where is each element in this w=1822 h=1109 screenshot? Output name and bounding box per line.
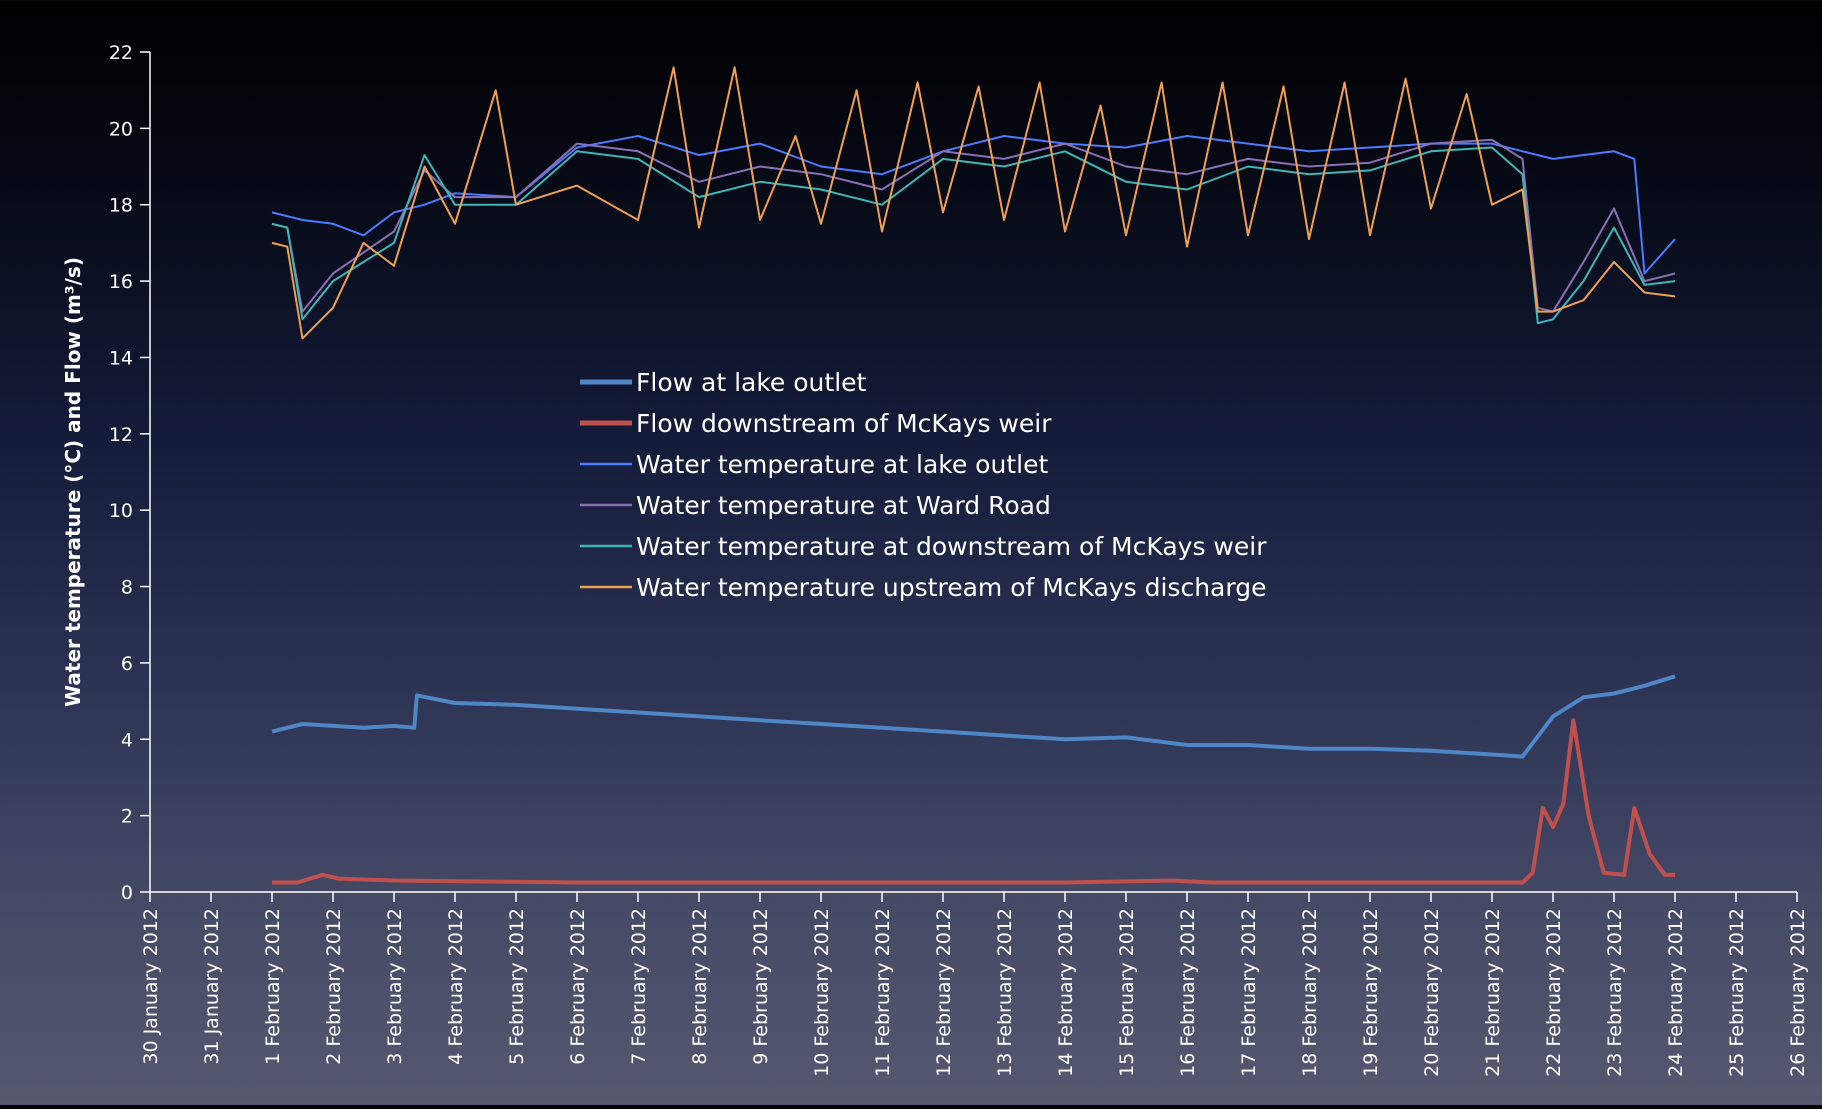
x-tick-label: 23 February 2012 xyxy=(1604,908,1626,1077)
x-tick-label: 30 January 2012 xyxy=(140,908,162,1065)
x-tick-label: 13 February 2012 xyxy=(994,908,1016,1077)
y-tick-label: 10 xyxy=(109,500,133,522)
y-axis-title: Water temperature (°C) and Flow (m³/s) xyxy=(61,257,85,707)
legend: Flow at lake outlet Flow downstream of Mc… xyxy=(580,368,1267,602)
y-tick-label: 6 xyxy=(121,653,133,675)
x-tick-label: 20 February 2012 xyxy=(1421,908,1443,1077)
x-tick-label: 26 February 2012 xyxy=(1787,908,1809,1077)
y-tick-label: 12 xyxy=(109,424,133,446)
x-tick-label: 24 February 2012 xyxy=(1665,908,1687,1077)
x-tick-label: 6 February 2012 xyxy=(567,908,589,1065)
x-tick-label: 1 February 2012 xyxy=(262,908,284,1065)
y-tick-label: 22 xyxy=(109,42,133,64)
x-tick-label: 15 February 2012 xyxy=(1116,908,1138,1077)
x-tick-label: 9 February 2012 xyxy=(750,908,772,1065)
x-tick-label: 14 February 2012 xyxy=(1055,908,1077,1077)
series-line xyxy=(272,676,1675,756)
series-line xyxy=(272,67,1675,338)
x-tick-label: 31 January 2012 xyxy=(201,908,223,1065)
y-tick-label: 20 xyxy=(109,118,133,140)
series-line xyxy=(272,720,1675,882)
x-tick-label: 18 February 2012 xyxy=(1299,908,1321,1077)
y-tick-label: 18 xyxy=(109,195,133,217)
y-tick-label: 2 xyxy=(121,806,133,828)
legend-label: Water temperature at lake outlet xyxy=(636,450,1048,479)
x-tick-label: 17 February 2012 xyxy=(1238,908,1260,1077)
x-tick-label: 10 February 2012 xyxy=(811,908,833,1077)
legend-label: Water temperature at downstream of McKay… xyxy=(636,532,1267,561)
x-tick-label: 21 February 2012 xyxy=(1482,908,1504,1077)
y-tick-label: 14 xyxy=(109,347,133,369)
legend-label: Water temperature at Ward Road xyxy=(636,491,1051,520)
x-tick-label: 8 February 2012 xyxy=(689,908,711,1065)
x-tick-label: 2 February 2012 xyxy=(323,908,345,1065)
x-tick-label: 4 February 2012 xyxy=(445,908,467,1065)
x-tick-label: 25 February 2012 xyxy=(1726,908,1748,1077)
x-tick-label: 22 February 2012 xyxy=(1543,908,1565,1077)
y-axis-ticks: 0 2 4 6 8 10 12 14 16 18 20 22 xyxy=(109,42,150,904)
x-tick-label: 5 February 2012 xyxy=(506,908,528,1065)
legend-label: Flow at lake outlet xyxy=(636,368,867,397)
series-line xyxy=(272,140,1675,312)
x-tick-label: 16 February 2012 xyxy=(1177,908,1199,1077)
series-line xyxy=(272,148,1675,324)
legend-label: Water temperature upstream of McKays dis… xyxy=(636,573,1266,602)
y-tick-label: 16 xyxy=(109,271,133,293)
x-tick-label: 3 February 2012 xyxy=(384,908,406,1065)
y-tick-label: 0 xyxy=(121,882,133,904)
x-axis-ticks: 30 January 2012 31 January 2012 1 February… xyxy=(140,892,1809,1077)
y-tick-label: 8 xyxy=(121,577,133,599)
x-tick-label: 12 February 2012 xyxy=(933,908,955,1077)
x-tick-label: 19 February 2012 xyxy=(1360,908,1382,1077)
x-tick-label: 11 February 2012 xyxy=(872,908,894,1077)
y-tick-label: 4 xyxy=(121,729,133,751)
x-tick-label: 7 February 2012 xyxy=(628,908,650,1065)
legend-label: Flow downstream of McKays weir xyxy=(636,409,1052,438)
